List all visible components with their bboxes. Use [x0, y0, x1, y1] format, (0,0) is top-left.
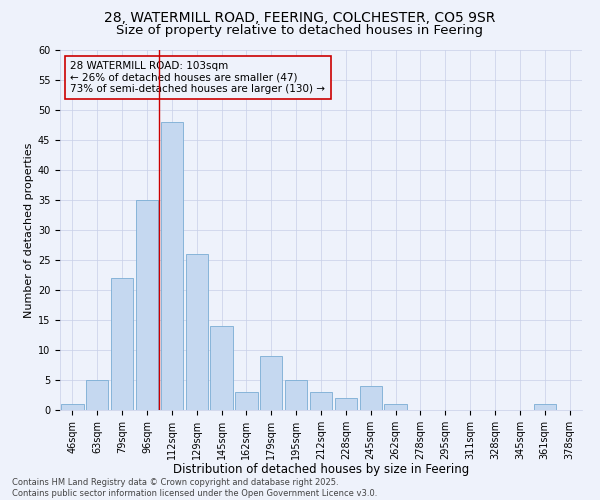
Bar — [285, 380, 307, 410]
Bar — [335, 398, 357, 410]
Text: Contains HM Land Registry data © Crown copyright and database right 2025.
Contai: Contains HM Land Registry data © Crown c… — [12, 478, 377, 498]
Text: Size of property relative to detached houses in Feering: Size of property relative to detached ho… — [116, 24, 484, 37]
Text: 28 WATERMILL ROAD: 103sqm
← 26% of detached houses are smaller (47)
73% of semi-: 28 WATERMILL ROAD: 103sqm ← 26% of detac… — [70, 61, 325, 94]
Bar — [533, 404, 556, 410]
Bar — [385, 404, 407, 410]
Bar — [111, 278, 133, 410]
Bar — [359, 386, 382, 410]
Bar — [310, 392, 332, 410]
Bar — [211, 326, 233, 410]
Bar — [235, 392, 257, 410]
Bar — [86, 380, 109, 410]
Bar — [161, 122, 183, 410]
Bar — [136, 200, 158, 410]
Bar — [185, 254, 208, 410]
Bar — [260, 356, 283, 410]
X-axis label: Distribution of detached houses by size in Feering: Distribution of detached houses by size … — [173, 464, 469, 476]
Y-axis label: Number of detached properties: Number of detached properties — [23, 142, 34, 318]
Text: 28, WATERMILL ROAD, FEERING, COLCHESTER, CO5 9SR: 28, WATERMILL ROAD, FEERING, COLCHESTER,… — [104, 11, 496, 25]
Bar — [61, 404, 83, 410]
